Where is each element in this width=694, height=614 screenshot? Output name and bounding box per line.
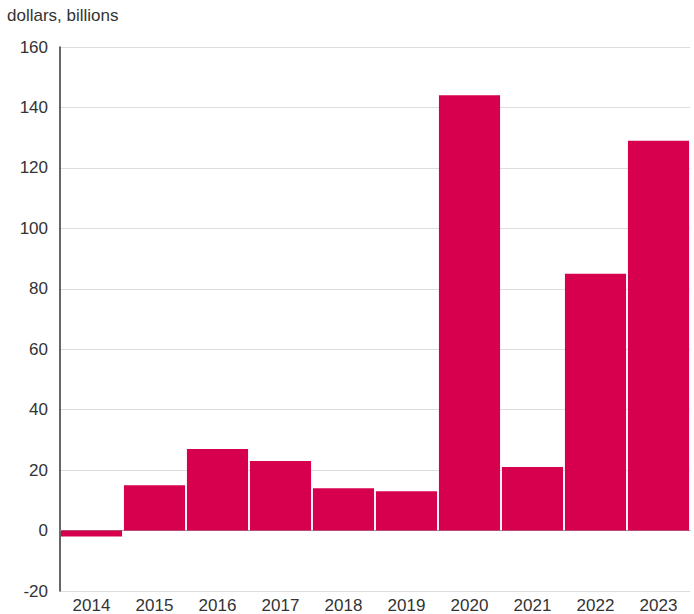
svg-text:20: 20 (29, 461, 48, 480)
svg-text:80: 80 (29, 279, 48, 298)
svg-text:2016: 2016 (199, 596, 237, 614)
svg-text:2018: 2018 (325, 596, 363, 614)
svg-text:40: 40 (29, 400, 48, 419)
svg-text:-20: -20 (23, 582, 48, 601)
svg-text:2022: 2022 (577, 596, 615, 614)
svg-text:2019: 2019 (388, 596, 426, 614)
svg-text:120: 120 (20, 158, 48, 177)
svg-text:2021: 2021 (514, 596, 552, 614)
svg-text:160: 160 (20, 38, 48, 57)
svg-text:dollars, billions: dollars, billions (7, 6, 119, 25)
svg-text:2020: 2020 (451, 596, 489, 614)
svg-text:2017: 2017 (262, 596, 300, 614)
svg-text:2023: 2023 (640, 596, 678, 614)
svg-text:140: 140 (20, 98, 48, 117)
svg-text:0: 0 (39, 521, 48, 540)
svg-text:100: 100 (20, 219, 48, 238)
svg-text:2014: 2014 (73, 596, 111, 614)
svg-text:2015: 2015 (136, 596, 174, 614)
svg-text:60: 60 (29, 340, 48, 359)
